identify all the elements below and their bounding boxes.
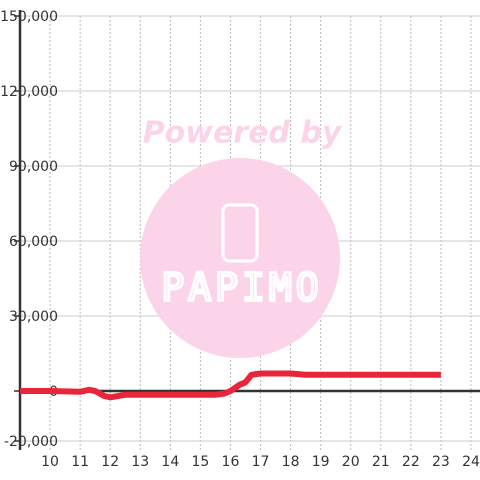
y-tick-label: 120,000: [0, 84, 58, 100]
y-tick-label: -20,000: [4, 434, 58, 450]
x-tick-label: 14: [161, 454, 179, 470]
x-tick-label: 11: [71, 454, 89, 470]
x-tick-label: 15: [191, 454, 209, 470]
y-tick-label: 30,000: [9, 309, 58, 325]
watermark-logo: PAPIMO: [161, 266, 322, 310]
watermark: Powered by PAPIMO: [140, 116, 343, 358]
x-tick-label: 20: [342, 454, 360, 470]
x-tick-label: 12: [101, 454, 119, 470]
y-tick-label: 90,000: [9, 159, 58, 175]
x-tick-label: 13: [131, 454, 149, 470]
x-tick-label: 17: [252, 454, 270, 470]
watermark-text: Powered by: [143, 116, 343, 151]
watermark-phone: [221, 203, 259, 263]
watermark-circle: [140, 158, 340, 358]
line-series: [20, 370, 441, 401]
x-tick-label: 22: [402, 454, 420, 470]
y-tick-label: 150,000: [0, 9, 58, 25]
x-tick-label: 19: [312, 454, 330, 470]
x-tick-label: 10: [41, 454, 59, 470]
x-tick-label: 16: [222, 454, 240, 470]
x-tick-label: 21: [372, 454, 390, 470]
x-tick-label: 24: [462, 454, 480, 470]
x-tick-label: 18: [282, 454, 300, 470]
x-tick-label: 23: [432, 454, 450, 470]
y-tick-label: 60,000: [9, 234, 58, 250]
